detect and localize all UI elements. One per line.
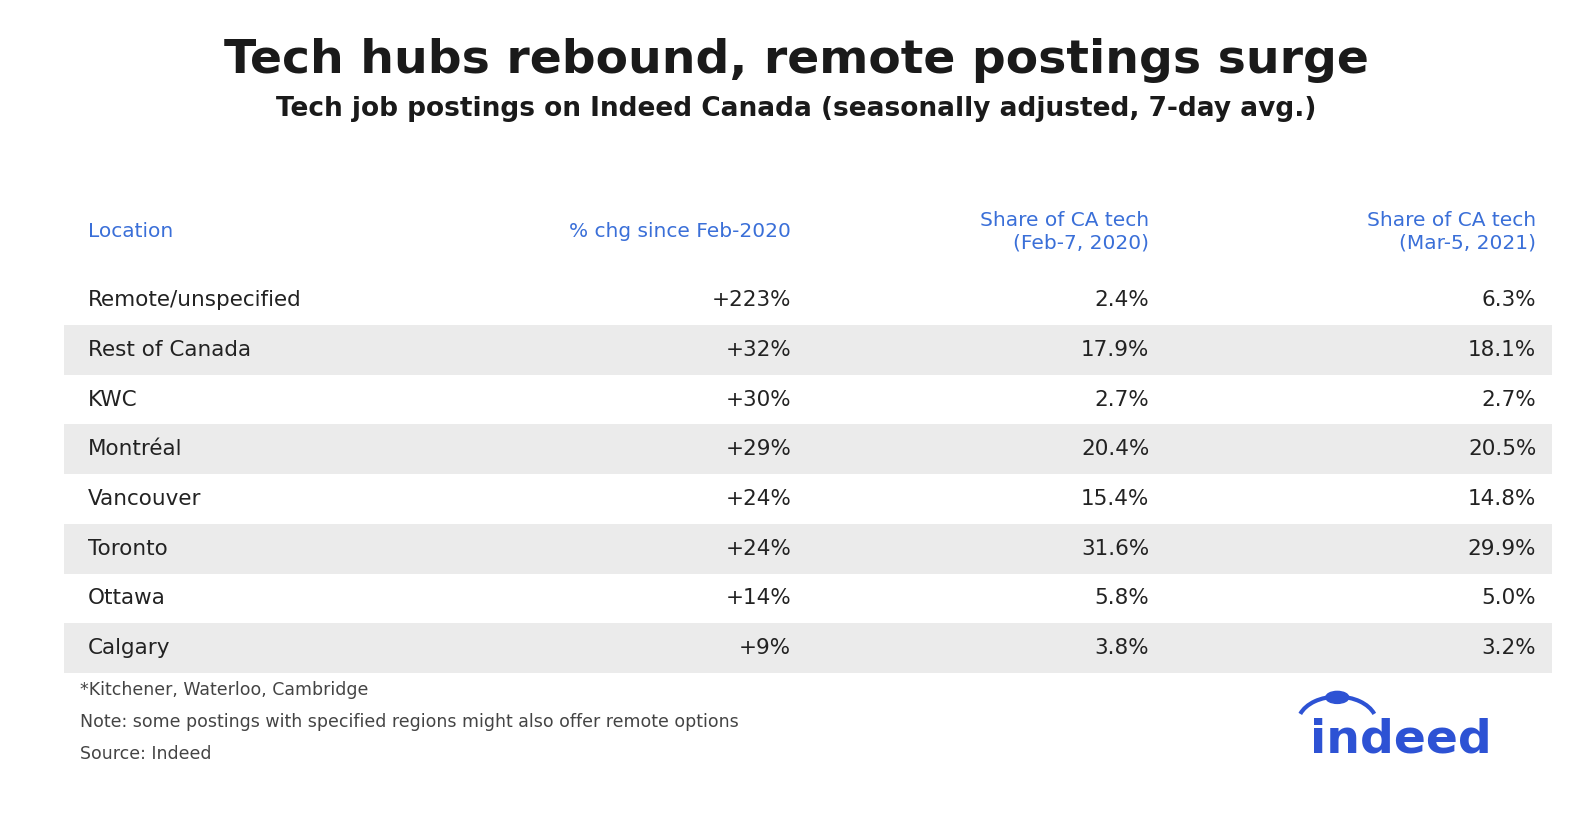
- Text: Calgary: Calgary: [88, 638, 170, 658]
- Text: +9%: +9%: [739, 638, 791, 658]
- Text: +32%: +32%: [726, 340, 791, 360]
- Text: 5.0%: 5.0%: [1482, 589, 1536, 609]
- Text: Remote/unspecified: Remote/unspecified: [88, 290, 301, 310]
- Text: 31.6%: 31.6%: [1081, 538, 1149, 558]
- Text: Vancouver: Vancouver: [88, 489, 201, 509]
- Text: Ottawa: Ottawa: [88, 589, 166, 609]
- Text: 5.8%: 5.8%: [1095, 589, 1149, 609]
- Text: +14%: +14%: [726, 589, 791, 609]
- Text: Share of CA tech
(Feb-7, 2020): Share of CA tech (Feb-7, 2020): [981, 211, 1149, 252]
- Circle shape: [1326, 691, 1348, 703]
- Text: Rest of Canada: Rest of Canada: [88, 340, 250, 360]
- Text: 3.2%: 3.2%: [1482, 638, 1536, 658]
- Text: 14.8%: 14.8%: [1468, 489, 1536, 509]
- Text: Tech job postings on Indeed Canada (seasonally adjusted, 7-day avg.): Tech job postings on Indeed Canada (seas…: [275, 96, 1317, 122]
- Text: indeed: indeed: [1310, 717, 1492, 762]
- Text: 20.5%: 20.5%: [1468, 440, 1536, 459]
- Text: 2.4%: 2.4%: [1095, 290, 1149, 310]
- Text: 20.4%: 20.4%: [1081, 440, 1149, 459]
- Text: 2.7%: 2.7%: [1095, 390, 1149, 410]
- Text: Note: some postings with specified regions might also offer remote options: Note: some postings with specified regio…: [80, 713, 739, 732]
- Text: Montréal: Montréal: [88, 440, 181, 459]
- Text: Share of CA tech
(Mar-5, 2021): Share of CA tech (Mar-5, 2021): [1368, 211, 1536, 252]
- Text: 17.9%: 17.9%: [1081, 340, 1149, 360]
- Text: +24%: +24%: [726, 489, 791, 509]
- Text: +29%: +29%: [726, 440, 791, 459]
- Text: 29.9%: 29.9%: [1468, 538, 1536, 558]
- Text: 6.3%: 6.3%: [1482, 290, 1536, 310]
- Text: 2.7%: 2.7%: [1482, 390, 1536, 410]
- Text: 3.8%: 3.8%: [1095, 638, 1149, 658]
- Text: Tech hubs rebound, remote postings surge: Tech hubs rebound, remote postings surge: [223, 38, 1369, 83]
- Text: Location: Location: [88, 222, 174, 242]
- Text: KWC: KWC: [88, 390, 137, 410]
- Text: +30%: +30%: [726, 390, 791, 410]
- Text: +223%: +223%: [712, 290, 791, 310]
- Text: 18.1%: 18.1%: [1468, 340, 1536, 360]
- Text: +24%: +24%: [726, 538, 791, 558]
- Text: 15.4%: 15.4%: [1081, 489, 1149, 509]
- Text: % chg since Feb-2020: % chg since Feb-2020: [570, 222, 791, 242]
- Text: Source: Indeed: Source: Indeed: [80, 745, 212, 763]
- Text: Toronto: Toronto: [88, 538, 167, 558]
- Text: *Kitchener, Waterloo, Cambridge: *Kitchener, Waterloo, Cambridge: [80, 681, 368, 700]
